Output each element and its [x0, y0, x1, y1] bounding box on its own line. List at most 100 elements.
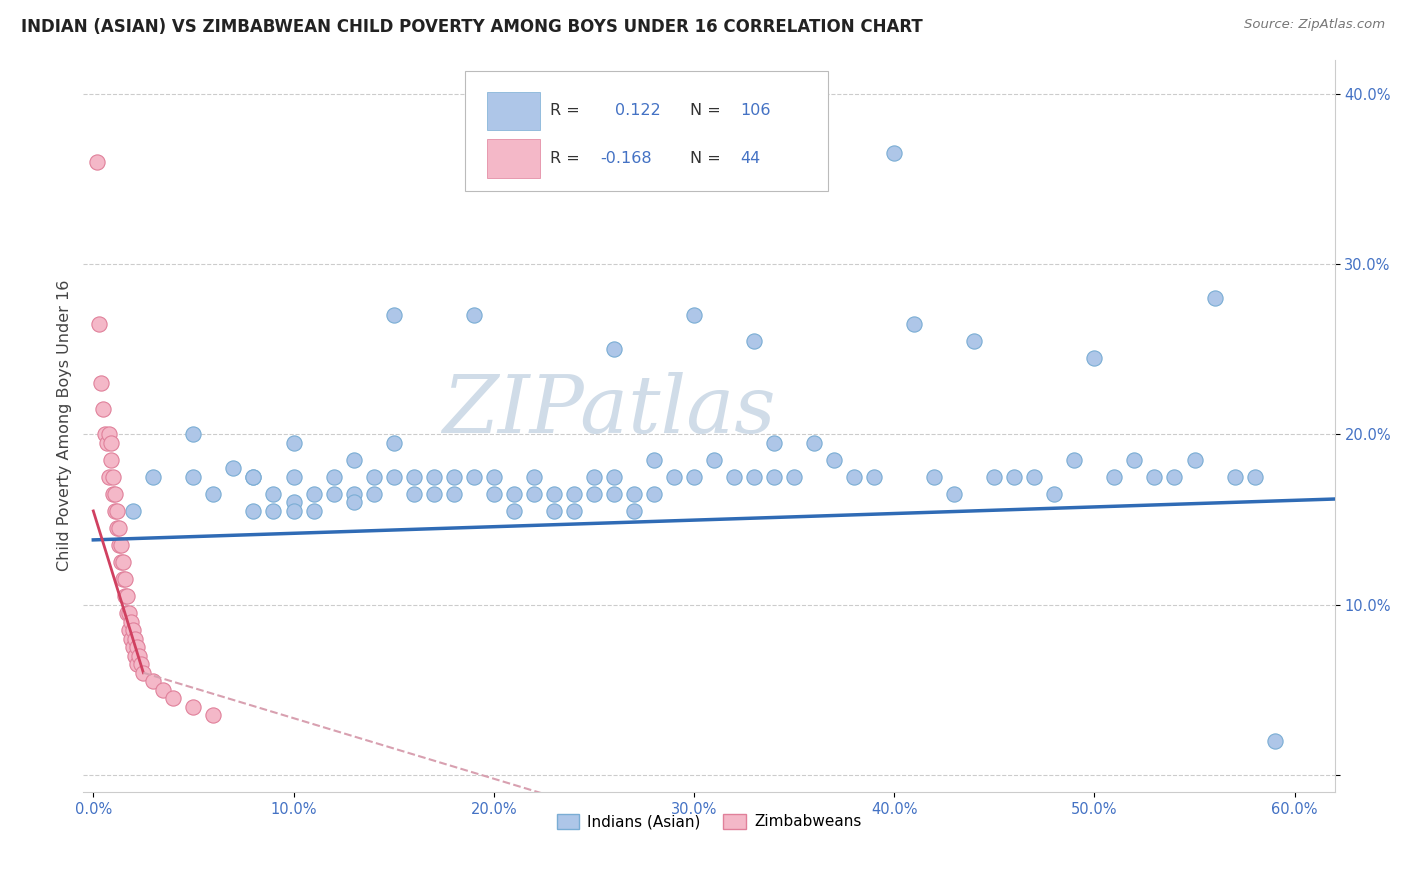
- Text: ZIPatlas: ZIPatlas: [441, 372, 776, 450]
- Point: [742, 470, 765, 484]
- Text: R =: R =: [550, 151, 579, 166]
- Point: [110, 555, 132, 569]
- Point: [1104, 470, 1126, 484]
- Point: [502, 504, 524, 518]
- Point: [582, 487, 605, 501]
- Point: [683, 308, 706, 322]
- Point: [1043, 487, 1066, 501]
- Point: [482, 487, 505, 501]
- Point: [763, 435, 786, 450]
- Point: [1143, 470, 1166, 484]
- Point: [562, 487, 585, 501]
- Point: [482, 470, 505, 484]
- Point: [122, 504, 145, 518]
- Point: [763, 470, 786, 484]
- FancyBboxPatch shape: [488, 92, 540, 130]
- Point: [1223, 470, 1246, 484]
- Point: [1264, 734, 1286, 748]
- Point: [643, 487, 665, 501]
- Point: [122, 623, 145, 637]
- Point: [96, 435, 118, 450]
- Point: [983, 470, 1005, 484]
- Point: [903, 317, 925, 331]
- Point: [108, 538, 131, 552]
- Point: [283, 495, 305, 509]
- Text: INDIAN (ASIAN) VS ZIMBABWEAN CHILD POVERTY AMONG BOYS UNDER 16 CORRELATION CHART: INDIAN (ASIAN) VS ZIMBABWEAN CHILD POVER…: [21, 18, 922, 36]
- Point: [202, 708, 225, 723]
- Point: [132, 665, 155, 680]
- Point: [363, 470, 385, 484]
- Point: [103, 487, 125, 501]
- Point: [86, 154, 108, 169]
- Point: [94, 427, 117, 442]
- Point: [91, 401, 114, 416]
- Point: [662, 470, 685, 484]
- Point: [263, 487, 285, 501]
- Point: [463, 470, 485, 484]
- Point: [263, 504, 285, 518]
- Point: [842, 470, 865, 484]
- Point: [683, 470, 706, 484]
- Point: [382, 435, 405, 450]
- Point: [1163, 470, 1185, 484]
- Point: [1123, 453, 1146, 467]
- Text: R =: R =: [550, 103, 585, 119]
- Point: [183, 427, 205, 442]
- Point: [803, 435, 825, 450]
- Point: [322, 487, 344, 501]
- Point: [783, 470, 806, 484]
- Point: [98, 427, 121, 442]
- Point: [742, 334, 765, 348]
- Point: [112, 555, 135, 569]
- Point: [100, 435, 122, 450]
- Point: [382, 308, 405, 322]
- Point: [443, 487, 465, 501]
- Point: [1083, 351, 1105, 365]
- Point: [89, 317, 111, 331]
- Point: [127, 640, 149, 655]
- Point: [183, 699, 205, 714]
- FancyBboxPatch shape: [465, 70, 828, 192]
- Point: [242, 470, 264, 484]
- Point: [523, 470, 546, 484]
- Point: [283, 470, 305, 484]
- Point: [703, 453, 725, 467]
- Point: [124, 648, 146, 663]
- Point: [183, 470, 205, 484]
- Point: [104, 487, 127, 501]
- Y-axis label: Child Poverty Among Boys Under 16: Child Poverty Among Boys Under 16: [58, 280, 72, 572]
- Point: [120, 615, 142, 629]
- Point: [108, 521, 131, 535]
- Point: [302, 487, 325, 501]
- Point: [863, 470, 886, 484]
- Point: [98, 470, 121, 484]
- Point: [443, 470, 465, 484]
- Point: [114, 572, 136, 586]
- Point: [543, 504, 565, 518]
- Text: N =: N =: [690, 151, 721, 166]
- Point: [122, 640, 145, 655]
- Point: [142, 674, 165, 689]
- Point: [283, 504, 305, 518]
- Point: [823, 453, 845, 467]
- Point: [382, 470, 405, 484]
- Point: [543, 487, 565, 501]
- Point: [242, 470, 264, 484]
- Point: [242, 504, 264, 518]
- Point: [402, 470, 425, 484]
- Text: 44: 44: [740, 151, 761, 166]
- Point: [118, 623, 141, 637]
- Point: [202, 487, 225, 501]
- Point: [131, 657, 153, 672]
- Point: [922, 470, 945, 484]
- Point: [1024, 470, 1046, 484]
- Legend: Indians (Asian), Zimbabweans: Indians (Asian), Zimbabweans: [551, 808, 868, 836]
- Point: [603, 470, 626, 484]
- Point: [103, 470, 125, 484]
- Text: Source: ZipAtlas.com: Source: ZipAtlas.com: [1244, 18, 1385, 31]
- Point: [1243, 470, 1265, 484]
- Point: [363, 487, 385, 501]
- Point: [342, 453, 364, 467]
- Point: [342, 495, 364, 509]
- Point: [124, 632, 146, 646]
